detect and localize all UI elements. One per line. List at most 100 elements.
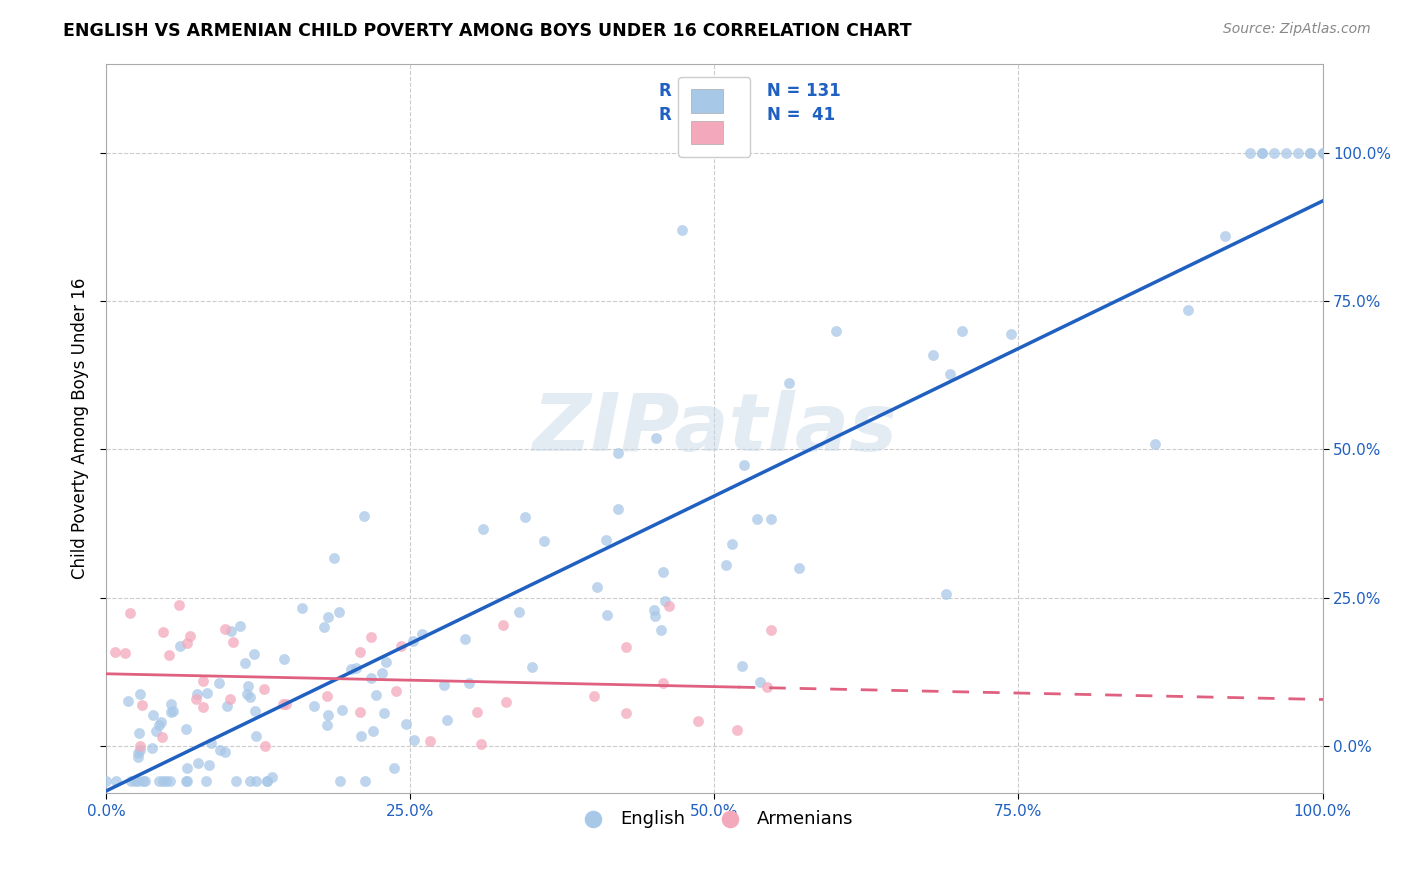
Point [187,756,209,771]
Point [533,534,555,549]
Point [176,761,198,775]
Point [1000,326,1022,341]
Point [671,223,693,237]
Point [197,686,219,700]
Point [243,647,266,661]
Point [595,533,617,548]
Point [209,743,232,757]
Point [174,722,197,736]
Point [350,729,373,743]
Point [128,739,150,753]
Point [245,729,267,743]
Point [273,652,295,666]
Point [607,446,630,460]
Point [127,746,149,760]
Point [174,774,197,789]
Point [302,699,325,714]
Point [191,700,214,714]
Point [253,739,276,753]
Point [120,774,142,789]
Point [651,566,673,580]
Point [256,774,278,789]
Point [950,324,973,338]
Point [733,458,755,473]
Point [169,639,191,653]
Point [184,692,207,706]
Point [114,646,136,660]
Point [312,620,335,634]
Point [128,726,150,740]
Point [316,718,339,732]
Point [134,774,156,789]
Point [749,675,772,690]
Point [395,716,418,731]
Point [939,367,962,381]
Point [761,623,783,637]
Point [366,688,388,702]
Point [349,705,371,719]
Point [214,622,236,636]
Point [176,774,198,789]
Point [520,660,543,674]
Point [159,774,181,789]
Point [1286,146,1309,161]
Point [96,774,118,789]
Point [239,774,262,789]
Point [714,558,737,572]
Point [654,593,676,607]
Point [291,601,314,615]
Point [239,690,262,704]
Point [616,706,638,720]
Point [402,732,425,747]
Point [658,599,681,613]
Point [495,695,517,709]
Point [152,624,174,639]
Point [159,697,181,711]
Point [458,676,481,690]
Point [935,587,957,601]
Point [117,694,139,708]
Point [731,659,754,673]
Point [243,704,266,718]
Point [1213,229,1236,244]
Point [238,679,260,693]
Point [150,730,173,744]
Point [141,740,163,755]
Point [1177,302,1199,317]
Point [465,705,488,719]
Point [150,715,173,730]
Point [582,689,605,703]
Point [471,522,494,536]
Point [508,605,530,619]
Point [513,509,536,524]
Point [370,665,392,680]
Point [725,723,748,738]
Point [225,774,247,789]
Point [586,580,609,594]
Point [1239,146,1261,161]
Point [159,705,181,719]
Point [131,698,153,713]
Point [316,610,339,624]
Point [127,774,149,789]
Point [315,690,337,704]
Point [650,623,672,637]
Point [349,645,371,659]
Point [354,774,377,789]
Point [274,698,297,712]
Text: ZIPatlas: ZIPatlas [531,390,897,467]
Point [436,713,458,727]
Point [353,509,375,524]
Text: Source: ZipAtlas.com: Source: ZipAtlas.com [1223,22,1371,37]
Point [273,697,295,711]
Point [217,699,239,714]
Point [186,687,208,701]
Point [167,598,190,612]
Point [162,705,184,719]
Point [1299,146,1322,161]
Point [176,636,198,650]
Point [200,736,222,750]
Y-axis label: Child Poverty Among Boys Under 16: Child Poverty Among Boys Under 16 [72,278,89,580]
Point [1299,146,1322,161]
Point [433,678,456,692]
